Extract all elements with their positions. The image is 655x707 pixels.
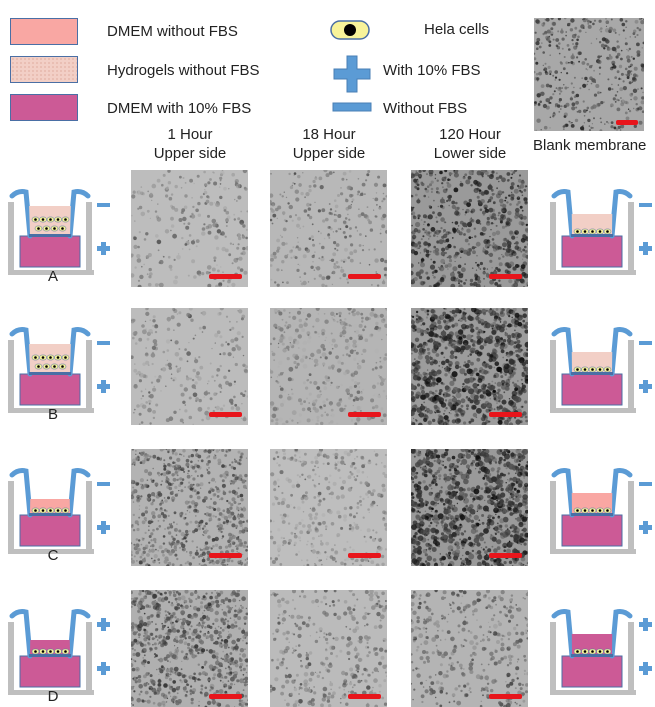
column-header-side: Upper side: [153, 145, 227, 162]
legend-label-hela: Hela cells: [424, 21, 490, 38]
legend-label-dmem-fbs: DMEM with 10% FBS: [107, 100, 252, 117]
row-label: D: [47, 688, 59, 705]
lower-plus-icon: [97, 662, 110, 675]
legend-swatch-dmem-fbs: [10, 94, 78, 121]
scale-bar: [489, 694, 522, 699]
column-header-18h: 18 Hour Upper side: [254, 125, 404, 163]
signs-left-a: [97, 203, 110, 255]
lower-plus-icon: [97, 380, 110, 393]
scale-bar: [489, 412, 522, 417]
scale-bar: [209, 274, 242, 279]
micrograph-d-3: [411, 590, 528, 707]
upper-minus-icon: [639, 341, 652, 345]
micrograph-d-1: [131, 590, 248, 707]
signs-left-c: [97, 482, 110, 534]
upper-plus-icon: [97, 618, 110, 631]
schematic-left-d: [6, 604, 98, 696]
upper-minus-icon: [97, 203, 110, 207]
legend-label-dmem-no-fbs: DMEM without FBS: [107, 23, 238, 40]
schematic-left-c: [6, 463, 98, 555]
hela-cell-icon: [330, 20, 370, 40]
signs-left-b: [97, 341, 110, 393]
signs-left-d: [97, 618, 110, 675]
row-label: A: [47, 268, 58, 285]
micrograph-a-1: [131, 170, 248, 287]
micrograph-c-1: [131, 449, 248, 566]
signs-right-a: [639, 203, 652, 255]
scale-bar: [489, 274, 522, 279]
blank-membrane-label: Blank membrane: [533, 137, 647, 154]
micrograph-d-2: [270, 590, 387, 707]
schematic-right-a: [548, 184, 640, 276]
micrograph-a-2: [270, 170, 387, 287]
scale-bar: [616, 120, 638, 125]
lower-plus-icon: [639, 521, 652, 534]
lower-plus-icon: [97, 521, 110, 534]
plus-icon: [333, 55, 371, 93]
schematic-right-d: [548, 604, 640, 696]
column-header-time: 1 Hour: [167, 126, 213, 143]
scale-bar: [489, 553, 522, 558]
column-header-1h: 1 Hour Upper side: [115, 125, 265, 163]
column-header-120h: 120 Hour Lower side: [395, 125, 545, 163]
lower-plus-icon: [639, 242, 652, 255]
schematic-right-c: [548, 463, 640, 555]
upper-minus-icon: [97, 341, 110, 345]
legend-label-hydrogel: Hydrogels without FBS: [107, 62, 260, 79]
legend-label-with-fbs: With 10% FBS: [383, 62, 481, 79]
row-label: B: [47, 406, 58, 423]
column-header-side: Lower side: [433, 145, 507, 162]
lower-plus-icon: [639, 662, 652, 675]
upper-minus-icon: [639, 482, 652, 486]
micrograph-b-3: [411, 308, 528, 425]
micrograph-b-2: [270, 308, 387, 425]
micrograph-a-3: [411, 170, 528, 287]
lower-plus-icon: [639, 380, 652, 393]
scale-bar: [348, 412, 381, 417]
scale-bar: [348, 274, 381, 279]
row-label: C: [47, 547, 59, 564]
column-header-side: Upper side: [292, 145, 366, 162]
scale-bar: [209, 553, 242, 558]
schematic-right-b: [548, 322, 640, 414]
signs-right-b: [639, 341, 652, 393]
scale-bar: [209, 412, 242, 417]
legend-label-without-fbs: Without FBS: [383, 100, 468, 117]
micrograph-c-2: [270, 449, 387, 566]
micrograph-c-3: [411, 449, 528, 566]
blank-membrane-image: [534, 18, 644, 131]
column-header-time: 120 Hour: [439, 126, 501, 143]
signs-right-d: [639, 618, 652, 675]
schematic-left-a: [6, 184, 98, 276]
micrograph-b-1: [131, 308, 248, 425]
legend-swatch-dmem-no-fbs: [10, 18, 78, 45]
signs-right-c: [639, 482, 652, 534]
schematic-left-b: [6, 322, 98, 414]
minus-icon: [332, 102, 372, 112]
scale-bar: [348, 553, 381, 558]
legend-swatch-hydrogel: [10, 56, 78, 83]
scale-bar: [348, 694, 381, 699]
upper-minus-icon: [97, 482, 110, 486]
scale-bar: [209, 694, 242, 699]
upper-plus-icon: [639, 618, 652, 631]
lower-plus-icon: [97, 242, 110, 255]
upper-minus-icon: [639, 203, 652, 207]
column-header-time: 18 Hour: [302, 126, 356, 143]
